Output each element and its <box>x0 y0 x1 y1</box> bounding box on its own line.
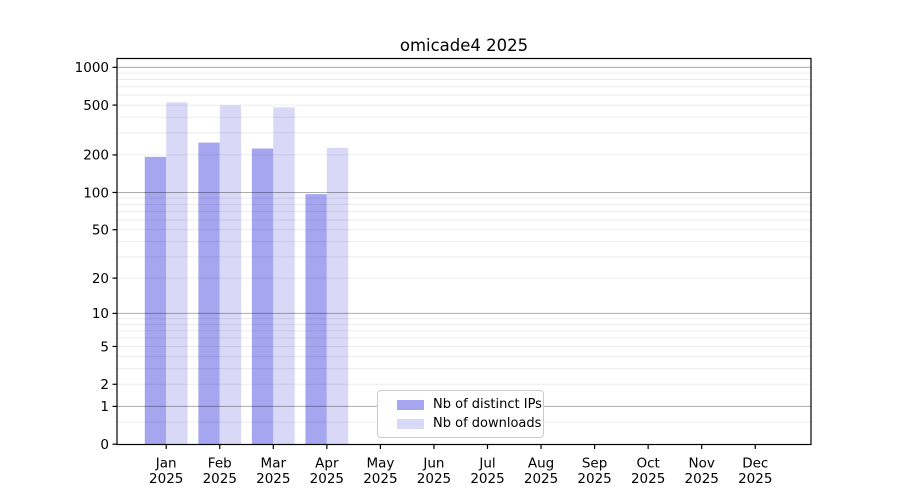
legend-label-distinct-ips: Nb of distinct IPs <box>433 397 542 412</box>
y-tick-label: 1 <box>100 399 109 415</box>
y-tick-label: 20 <box>92 271 109 287</box>
x-tick-label: Jul 2025 <box>470 456 504 488</box>
bar-mar-downloads <box>273 107 295 445</box>
bar-jan-downloads <box>166 102 188 445</box>
y-tick-label: 5 <box>100 339 109 355</box>
plot-frame <box>116 57 812 446</box>
y-tick-label: 1000 <box>75 60 109 76</box>
y-tick-label: 10 <box>92 306 109 322</box>
x-tick-label: Feb 2025 <box>203 456 237 488</box>
x-tick-label: Nov 2025 <box>685 456 719 488</box>
y-tick-label: 2 <box>100 377 109 393</box>
bar-feb-downloads <box>219 105 242 445</box>
y-tick-label: 500 <box>83 98 109 114</box>
y-tick-label: 200 <box>83 148 109 164</box>
bar-mar-distinct-ips <box>251 148 274 445</box>
x-tick-label: Aug 2025 <box>524 456 558 488</box>
x-tick-label: May 2025 <box>363 456 397 488</box>
legend-swatch-distinct-ips <box>397 399 424 410</box>
bar-jan-distinct-ips <box>144 156 167 445</box>
x-tick-label: Mar 2025 <box>256 456 290 488</box>
y-tick-label: 0 <box>100 437 109 453</box>
bar-apr-distinct-ips <box>305 194 327 445</box>
y-tick-label: 100 <box>83 185 109 201</box>
x-tick-label: Sep 2025 <box>577 456 611 488</box>
x-tick-label: Dec 2025 <box>738 456 772 488</box>
bar-feb-distinct-ips <box>198 142 220 445</box>
chart-title: omicade4 2025 <box>399 36 529 55</box>
legend-item-downloads: Nb of downloads <box>397 416 543 431</box>
legend-item-distinct-ips: Nb of distinct IPs <box>397 397 543 412</box>
legend: Nb of distinct IPs Nb of downloads <box>377 390 544 438</box>
y-tick-label: 50 <box>92 223 109 239</box>
x-tick-label: Apr 2025 <box>310 456 344 488</box>
x-tick-label: Oct 2025 <box>631 456 665 488</box>
bar-apr-downloads <box>326 147 349 445</box>
x-tick-label: Jun 2025 <box>417 456 451 488</box>
legend-swatch-downloads <box>397 418 424 429</box>
legend-label-downloads: Nb of downloads <box>433 416 542 431</box>
x-tick-label: Jan 2025 <box>149 456 183 488</box>
